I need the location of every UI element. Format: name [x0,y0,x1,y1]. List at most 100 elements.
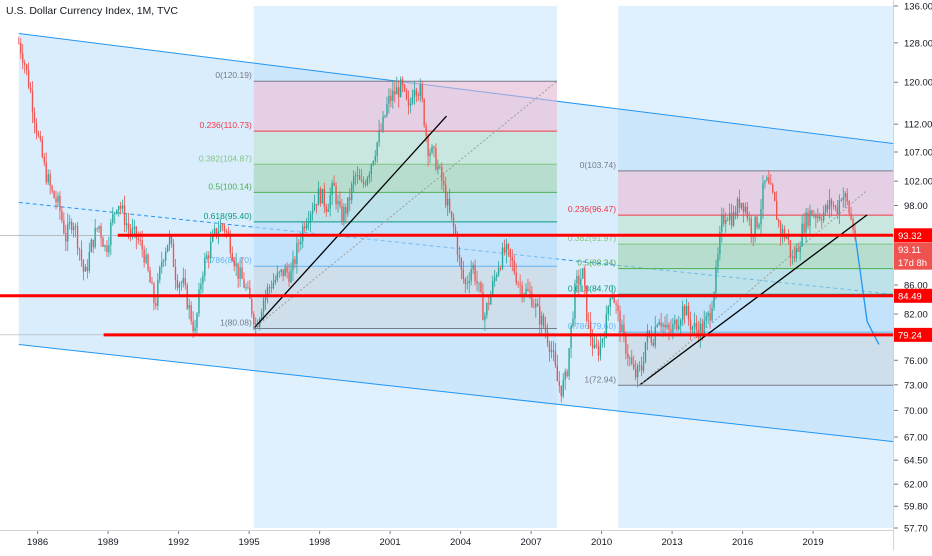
candle-body [241,267,243,280]
fib-level-label: 0.236(110.73) [199,120,251,130]
candle-body [368,174,371,178]
candle-body [629,357,631,359]
candle-body [421,84,423,100]
candle-body [331,183,333,196]
candle-body [202,275,204,284]
candle-body [750,218,752,236]
candle-body [219,224,222,232]
candle-body [474,264,476,281]
candle-body [335,185,337,205]
candle-body [650,335,653,343]
candle-body [284,267,286,277]
candle-body [490,293,492,305]
candle-body [194,327,196,332]
candle-body [770,183,772,185]
candle-body [149,270,151,283]
price-tick-label: 120.00 [904,78,932,89]
candle-body [311,210,314,214]
time-tick-label: 1986 [27,537,48,548]
candle-body [586,285,588,321]
level-badge-bg [894,327,932,342]
candle-body [689,319,692,330]
candle-body [633,364,635,369]
candle-body [192,321,194,332]
candle-body [315,203,318,206]
candle-body [127,223,130,230]
candle-body [366,177,369,185]
candle-body [834,205,837,208]
candle-body [72,226,75,230]
candle-body [846,193,848,202]
fib-level-label: 0.618(95.40) [204,211,252,221]
candle-body [501,247,504,269]
candle-body [356,175,359,177]
candle-body [174,266,177,281]
price-tick-label: 67.00 [904,433,928,444]
candle-body [411,97,414,104]
candle-body [732,212,735,226]
candle-body [313,203,316,211]
candle-body [703,320,705,334]
candle-body [49,174,51,186]
price-tick-label: 98.00 [904,201,928,212]
candle-body [20,43,22,54]
candle-body [370,164,372,175]
candle-body [762,183,764,210]
candle-body [854,229,856,238]
candle-body [280,269,282,272]
candle-body [345,207,347,214]
candle-body [621,324,623,333]
candle-body [589,321,592,338]
candle-body [709,312,711,321]
candle-body [556,365,559,382]
candle-body [587,320,590,322]
candle-body [478,282,480,284]
candle-body [685,305,688,316]
candle-body [29,87,32,92]
candle-body [838,200,841,215]
candle-body [151,282,153,284]
candle-body [384,115,386,117]
fib-band [253,81,557,132]
candle-body [584,268,586,286]
candle-body [580,278,582,285]
candle-body [210,241,212,259]
candle-body [537,303,539,307]
candle-body [824,205,827,213]
candle-body [61,210,63,221]
candle-body [789,240,792,258]
candle-body [180,283,183,285]
candle-body [53,191,55,199]
candle-body [779,222,782,236]
candle-body [266,287,269,296]
candle-body [282,269,284,277]
candle-body [791,256,794,258]
candle-body [325,206,327,212]
level-badge: 93.32 [898,231,922,242]
candle-body [593,344,596,348]
candle-body [499,267,502,269]
candle-body [239,267,241,279]
candle-body [31,91,34,113]
candle-body [730,212,733,226]
candle-body [715,266,717,293]
candle-body [550,350,553,353]
candle-body [155,303,157,306]
candle-body [141,240,143,250]
fib-level-label: 0.382(91.97) [568,233,616,243]
candle-body [415,90,418,96]
level-badge-bg [894,288,932,303]
candle-body [39,135,42,140]
candle-body [121,205,124,209]
time-axis[interactable]: 1986 1989 1992 1995 1998 2001 2004 2007 2010 2013… [0,530,893,551]
time-tick-label: 1998 [309,537,330,548]
candle-body [182,278,184,284]
price-axis[interactable]: 136.00 128.00 120.00 112.00 107.00 102.00 98.0… [893,0,932,550]
candle-body [513,260,515,273]
time-tick-label: 2007 [521,537,542,548]
candle-body [666,324,668,328]
candle-body [535,303,537,308]
candle-body [57,195,59,203]
candle-body [482,291,484,321]
